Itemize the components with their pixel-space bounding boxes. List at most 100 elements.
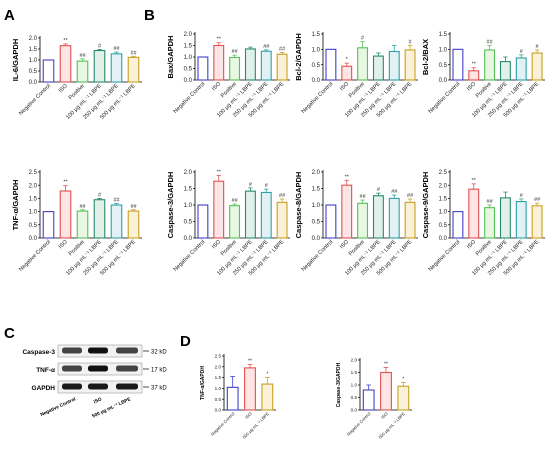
bar (76, 60, 89, 83)
significance-mark: ## (263, 44, 270, 50)
bar (341, 184, 353, 239)
bar (213, 44, 225, 81)
y-tick-label: 1.0 (29, 210, 38, 216)
bar (276, 53, 288, 81)
bar (499, 197, 511, 239)
bar (93, 49, 106, 83)
significance-mark: ## (79, 204, 86, 210)
y-tick-label: 2.0 (215, 364, 222, 369)
y-tick-label: 0.5 (312, 220, 321, 226)
significance-mark: # (98, 192, 102, 198)
y-axis-label: IL-6/GAPDH (11, 39, 20, 82)
bar (515, 201, 527, 239)
bar (59, 190, 72, 239)
x-tick-label: ISO (466, 81, 478, 93)
y-tick-label: 2.0 (184, 32, 193, 38)
bar (404, 49, 416, 81)
x-tick-label: ISO (58, 83, 70, 95)
bar (380, 371, 392, 411)
y-tick-label: 0.0 (29, 236, 38, 242)
bar (197, 56, 209, 81)
y-tick-label: 2.0 (29, 183, 38, 189)
x-tick-label: ISO (466, 239, 478, 251)
y-tick-label: 0.5 (29, 223, 38, 229)
chart-b6: 0.0 0.5 1.0 1.5 2.0 2.5 Caspase-9/GAPDHNegativ… (421, 170, 545, 277)
significance-mark: ## (130, 50, 137, 56)
bar (499, 61, 511, 81)
y-tick-label: 0.0 (439, 78, 448, 84)
bar (93, 199, 106, 239)
y-tick-label: 0.5 (312, 63, 321, 69)
y-axis-label: Caspase-3/GAPDH (166, 172, 175, 239)
bar (452, 48, 464, 81)
significance-mark: # (536, 44, 540, 50)
bar (515, 57, 527, 81)
chart-d2: 0.0 0.5 1.0 1.5 2.0 Caspase-3/GAPDH Negative C… (336, 358, 412, 440)
significance-mark: ## (130, 204, 137, 210)
bar (42, 211, 55, 239)
bar (397, 385, 410, 411)
blot-band (62, 383, 82, 390)
bar (325, 48, 337, 81)
y-tick-label: 0.5 (351, 395, 358, 400)
bar (229, 56, 241, 81)
x-tick-label: Negative Control (301, 81, 335, 115)
significance-mark: ** (217, 169, 222, 175)
bar (197, 204, 209, 239)
chart-a2: 0.0 0.5 1.0 1.5 2.0 2.5 TNF-α/GAPDH Negative Co… (11, 170, 142, 277)
significance-mark: ## (113, 197, 120, 203)
bar (213, 180, 225, 239)
significance-mark: # (520, 193, 524, 199)
y-tick-label: 1.5 (29, 47, 38, 53)
y-tick-label: 1.0 (29, 58, 38, 64)
x-tick-label: ISO (211, 239, 223, 251)
bar (226, 386, 239, 411)
x-tick-label: Negative Control (173, 239, 207, 273)
chart-b3: 0.0 0.5 1.0 1.5 Bcl-2/BAX Negative Control ** I… (421, 32, 545, 119)
y-tick-label: 1.5 (439, 32, 448, 38)
blot-size-label: 32 kD (151, 350, 167, 356)
bar (468, 188, 480, 239)
bar (357, 47, 369, 81)
blot-protein-label: Caspase-3 (22, 349, 55, 356)
significance-mark: ** (63, 180, 68, 186)
significance-mark: # (377, 187, 381, 193)
bar (531, 205, 543, 239)
panel-letter-d: D (180, 333, 191, 350)
y-tick-label: 1.0 (312, 47, 321, 53)
y-tick-label: 1.0 (312, 203, 321, 209)
blot-band (116, 383, 138, 390)
bar (452, 211, 464, 239)
significance-mark: * (402, 377, 404, 383)
bar (341, 65, 353, 81)
blot-size-label: 37 kD (151, 386, 167, 392)
blot-lane-label: ISO (93, 396, 103, 405)
y-axis-label: Bcl-2/BAX (421, 39, 430, 75)
y-tick-label: 2.0 (312, 170, 321, 176)
x-tick-label: Negative Control (301, 239, 335, 273)
bar (276, 201, 288, 239)
x-tick-label: ISO (244, 411, 253, 420)
x-tick-label: Negative Control (346, 411, 372, 437)
bar (59, 45, 72, 83)
y-tick-label: 2.5 (215, 354, 222, 359)
blot-band (116, 365, 138, 372)
y-axis-label: TNF-α/GAPDH (11, 180, 20, 231)
significance-mark: * (266, 372, 268, 378)
y-axis-label: Caspase-8/GAPDH (294, 172, 303, 239)
significance-mark: ## (487, 199, 494, 205)
bar (388, 197, 400, 239)
significance-mark: ## (79, 53, 86, 59)
significance-mark: ## (534, 197, 541, 203)
panel-letter-a: A (4, 7, 15, 24)
y-tick-label: 1.0 (184, 203, 193, 209)
bar (244, 190, 256, 239)
blot-band (88, 347, 108, 354)
bar (362, 389, 375, 411)
x-tick-label: ISO (339, 81, 351, 93)
significance-mark: ** (472, 62, 477, 68)
y-tick-label: 1.0 (439, 210, 448, 216)
y-tick-label: 0.5 (29, 69, 38, 75)
